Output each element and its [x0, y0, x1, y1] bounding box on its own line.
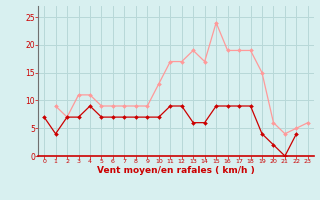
X-axis label: Vent moyen/en rafales ( km/h ): Vent moyen/en rafales ( km/h ): [97, 166, 255, 175]
